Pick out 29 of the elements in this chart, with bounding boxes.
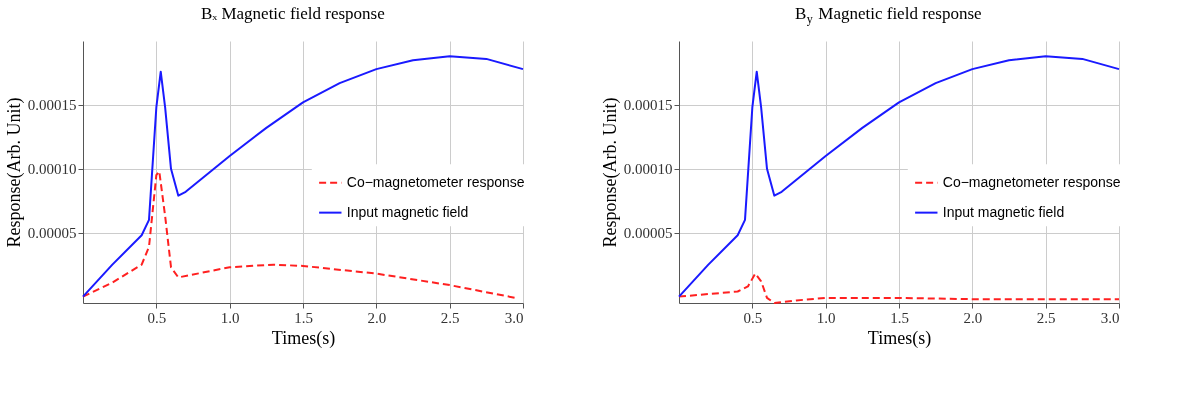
x-tick-label: 3.0 [504,309,524,326]
x-axis-title: Times(s) [867,327,932,349]
x-axis-title: Times(s) [271,327,336,349]
y-axis-title: Response(Arb. Unit) [3,97,25,248]
legend-label: Co−magnetometer response [346,173,525,190]
y-tick-label: 0.00015 [27,97,77,114]
x-tick-label: 1.5 [890,309,909,326]
line-series [82,55,524,298]
y-tick-label: 0.00005 [27,225,77,242]
x-tick-label: 0.5 [147,309,167,326]
y-tick-label: 0.00010 [623,161,673,178]
legend-label: Input magnetic field [346,203,469,220]
x-tick-label: 1.0 [220,309,240,326]
x-tick-label: 3.0 [1100,309,1120,326]
legend-label: Input magnetic field [942,203,1065,220]
x-tick-label: 2.0 [367,309,387,326]
x-tick-label: 1.0 [816,309,836,326]
x-tick-label: 1.5 [294,309,313,326]
y-tick-label: 0.00005 [623,225,673,242]
line-series [678,55,1120,298]
chart-title: Bₓ Magnetic field response [200,4,385,23]
legend-label: Co−magnetometer response [942,173,1121,190]
x-tick-label: 0.5 [743,309,763,326]
y-axis-title: Response(Arb. Unit) [599,97,621,248]
x-tick-label: 2.5 [440,309,460,326]
y-tick-label: 0.00015 [623,97,673,114]
y-tick-label: 0.00010 [27,161,77,178]
x-tick-label: 2.5 [1036,309,1056,326]
x-tick-label: 2.0 [963,309,983,326]
